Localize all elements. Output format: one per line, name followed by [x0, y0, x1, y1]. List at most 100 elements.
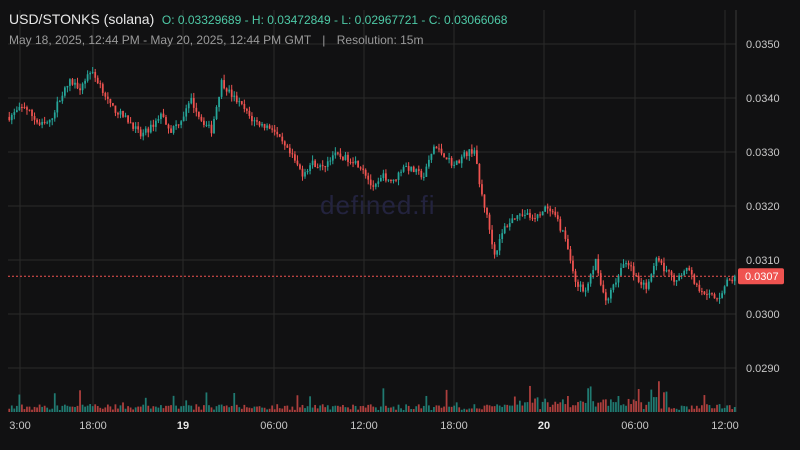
- candle-body: [693, 274, 696, 284]
- volume-bar: [569, 407, 572, 412]
- candle-body: [650, 274, 653, 282]
- candle-body: [506, 226, 509, 228]
- current-price-label: 0.0307: [745, 271, 779, 283]
- candle-body: [683, 270, 686, 276]
- candle-body: [448, 158, 450, 160]
- volume-bar: [314, 404, 317, 412]
- candle-body: [630, 265, 632, 267]
- volume-bar: [149, 408, 152, 412]
- candle-body: [28, 109, 31, 111]
- volume-bar: [46, 407, 49, 412]
- volume-bar: [369, 404, 372, 412]
- candle-body: [253, 120, 256, 122]
- candle-body: [354, 160, 357, 164]
- volume-bar: [180, 406, 183, 412]
- volume-bar: [367, 404, 370, 412]
- volume-bar: [554, 401, 557, 412]
- candle-body: [564, 230, 567, 239]
- volume-bar: [84, 406, 86, 412]
- candle-body: [458, 160, 461, 164]
- candle-body: [66, 85, 69, 88]
- separator: |: [322, 33, 326, 47]
- volume-bar: [106, 404, 109, 412]
- candle-body: [109, 98, 112, 104]
- candle-body: [372, 185, 375, 187]
- volume-bar: [632, 399, 635, 412]
- volume-bar: [200, 409, 203, 412]
- volume-bar: [89, 404, 92, 412]
- volume-bar: [549, 406, 552, 412]
- volume-bar: [498, 405, 501, 412]
- volume-bar: [240, 408, 243, 412]
- candle-body: [344, 154, 347, 160]
- candle-body: [698, 284, 701, 292]
- candle-body: [567, 238, 569, 250]
- candle-body: [435, 146, 438, 149]
- candle-body: [655, 258, 658, 266]
- volume-bar: [556, 403, 559, 412]
- candle-body: [369, 179, 372, 186]
- candle-body: [440, 148, 443, 154]
- volume-bar: [74, 407, 76, 412]
- volume-bar: [185, 400, 188, 412]
- volume-bar: [86, 405, 89, 412]
- candle-body: [541, 211, 544, 216]
- volume-bar: [190, 405, 193, 412]
- candle-body: [36, 119, 38, 123]
- volume-bar: [405, 404, 408, 412]
- volume-bar: [592, 401, 595, 412]
- candle-body: [205, 124, 208, 126]
- volume-bar: [374, 407, 377, 412]
- candle-body: [258, 121, 261, 126]
- volume-bar: [733, 407, 736, 412]
- candle-body: [518, 214, 521, 216]
- candle-body: [294, 154, 296, 161]
- candle-body: [660, 260, 663, 263]
- volume-bar: [291, 406, 294, 412]
- volume-bar: [99, 407, 102, 412]
- candle-body: [412, 166, 415, 173]
- candle-body: [15, 110, 18, 113]
- candle-body: [144, 128, 147, 133]
- volume-bar: [706, 404, 708, 412]
- volume-bar: [299, 407, 301, 412]
- candle-body: [703, 291, 706, 295]
- volume-bar: [688, 409, 691, 412]
- volume-bar: [334, 405, 337, 412]
- y-tick-label: 0.0320: [746, 201, 780, 213]
- x-tick-label: 20: [538, 420, 550, 432]
- candle-body: [182, 116, 185, 122]
- candle-body: [531, 217, 534, 219]
- candle-body: [609, 289, 612, 299]
- candle-body: [81, 83, 84, 91]
- y-tick-label: 0.0340: [746, 93, 780, 105]
- candle-body: [46, 122, 49, 124]
- candle-body: [658, 258, 660, 261]
- volume-bar: [230, 405, 233, 412]
- volume-bar: [478, 408, 481, 412]
- candle-body: [296, 160, 299, 165]
- candle-body: [56, 101, 59, 113]
- volume-bar: [8, 408, 11, 412]
- volume-bar: [665, 391, 668, 412]
- volume-bar: [541, 401, 544, 412]
- volume-bar: [473, 404, 476, 412]
- candle-body: [26, 107, 28, 110]
- candle-body: [319, 165, 322, 168]
- volume-bar: [372, 406, 375, 412]
- candle-body: [577, 281, 579, 287]
- volume-bar: [698, 408, 701, 412]
- volume-bar: [319, 405, 322, 412]
- volume-bar: [640, 402, 643, 412]
- candle-body: [554, 211, 557, 216]
- volume-bar: [256, 406, 258, 412]
- volume-bar: [655, 397, 658, 412]
- volume-bar: [165, 405, 167, 412]
- volume-bar: [683, 406, 686, 412]
- candle-body: [112, 103, 114, 106]
- volume-bar: [26, 406, 28, 412]
- candle-body: [147, 128, 150, 133]
- candle-body: [486, 207, 488, 215]
- volume-bar: [79, 390, 81, 412]
- volume-bar: [213, 409, 215, 412]
